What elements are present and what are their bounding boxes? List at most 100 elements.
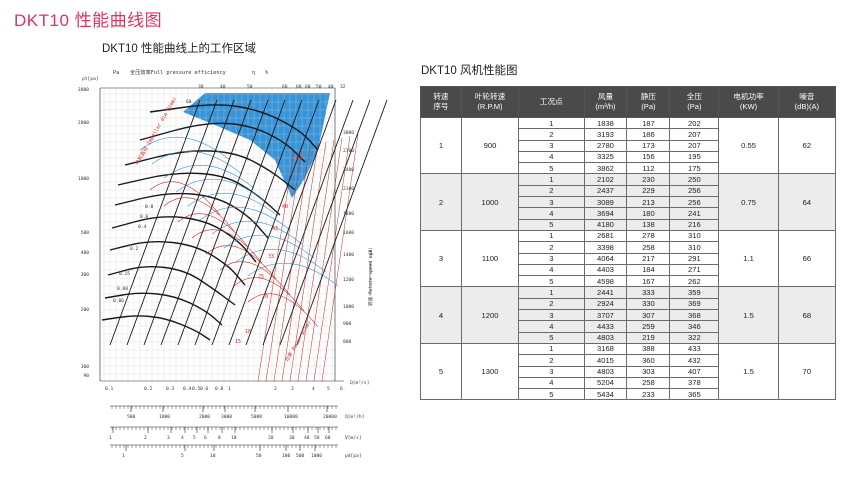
- cell-static-pressure: 217: [626, 252, 671, 265]
- cell-noise: 70: [777, 342, 837, 401]
- fan-pressure-curve: [109, 240, 246, 286]
- power-curve: [247, 293, 319, 328]
- cell-total-pressure: 368: [669, 309, 720, 322]
- table-row: 2 2437 229 256: [421, 184, 836, 198]
- fan-pressure-curve: [124, 150, 296, 191]
- rpm-diagonal-line: [126, 99, 218, 346]
- rpm-diagonal-line: [177, 99, 269, 346]
- curve-left-label: 0.8: [145, 204, 154, 210]
- rpm-tick-label: 2700: [343, 148, 354, 154]
- cell-total-pressure: 216: [669, 218, 720, 231]
- header-noise: 噪音 (dB)(A): [777, 86, 837, 118]
- chart-grid: [99, 87, 371, 451]
- table-row: 2 1000 1 2102 230 250 0.75 64: [420, 173, 837, 231]
- cell-static-pressure: 187: [626, 116, 671, 130]
- power-curve: [177, 213, 249, 248]
- cell-static-pressure: 230: [626, 173, 671, 186]
- cell-static-pressure: 303: [626, 365, 671, 378]
- cell-airflow: 4803: [583, 331, 628, 344]
- red-guide-line: [265, 147, 303, 382]
- rpm-tick-label: 1800: [343, 211, 354, 217]
- v-scale-tick-label: 30: [289, 435, 295, 441]
- cell-point: 4: [518, 320, 585, 333]
- power-curve: [191, 229, 263, 264]
- v-scale-tick-label: 40: [304, 435, 310, 441]
- cell-airflow: 5434: [583, 388, 628, 401]
- table-title: DKT10 风机性能图: [421, 65, 518, 77]
- pd-scale-unit: pd[pa]: [345, 453, 362, 459]
- cell-rpm: 1300: [460, 342, 520, 401]
- cell-noise: 68: [777, 286, 837, 344]
- fan-pressure-curve: [139, 122, 306, 163]
- efficiency-zone: [183, 93, 330, 198]
- cell-total-pressure: 407: [669, 365, 720, 378]
- q-axis-tick-label: 0.8: [215, 386, 224, 392]
- q-axis-tick-label: 0.3: [166, 386, 175, 392]
- curve-left-label: 0.15: [119, 271, 130, 277]
- efficiency-curve: [235, 248, 327, 273]
- cell-seq: 3: [420, 229, 462, 288]
- top-efficiency-label: 60: [305, 84, 311, 90]
- top-efficiency-label: 50: [247, 84, 253, 90]
- y-tick-label: 90: [83, 373, 89, 379]
- rpm-tick-label: 1200: [343, 277, 354, 283]
- v-scale-tick-label: 60: [325, 435, 331, 441]
- curve-red-label: 64: [296, 156, 302, 162]
- cell-static-pressure: 213: [626, 196, 671, 209]
- cell-point: 3: [518, 196, 585, 209]
- rpm-tick-label: 2400: [343, 167, 354, 173]
- q-axis-tick-label: 2: [274, 386, 277, 392]
- cell-total-pressure: 322: [669, 331, 720, 344]
- qh-scale-tick-label: 20000: [323, 414, 337, 420]
- q-axis-tick-label: 1: [228, 386, 231, 392]
- y-tick-label: 100: [81, 364, 90, 370]
- cell-motor-power: 1.5: [718, 342, 779, 401]
- q-axis-tick-label: 0.4: [183, 386, 192, 392]
- eta-symbol: η: [252, 70, 255, 76]
- cell-noise: 66: [777, 229, 837, 288]
- rpm-tick-label: 900: [343, 321, 352, 327]
- cell-noise: 64: [777, 173, 837, 231]
- efficiency-curve: [175, 178, 267, 203]
- cell-point: 5: [518, 388, 585, 401]
- rpm-diagonal-line: [109, 99, 201, 346]
- cell-total-pressure: 207: [669, 139, 720, 152]
- pa-label: Pa: [113, 70, 119, 76]
- curve-red-label: 18: [245, 329, 251, 335]
- rpm-unit-label: rpm: [369, 249, 374, 258]
- cell-total-pressure: 241: [669, 207, 720, 220]
- power-curve: [219, 261, 291, 296]
- cell-static-pressure: 330: [626, 297, 671, 311]
- cell-airflow: 3168: [583, 342, 628, 356]
- curve-left-label: 0.2: [130, 246, 139, 252]
- page-title: DKT10 性能曲线图: [14, 11, 163, 30]
- cell-total-pressure: 310: [669, 241, 720, 254]
- rpm-tick-label: 3000: [343, 130, 354, 136]
- v-scale-tick-label: 2: [144, 435, 147, 441]
- curve-red-label: 25: [258, 274, 264, 280]
- q-axis-tick-label: 0.1: [105, 386, 114, 392]
- cell-motor-power: 0.75: [718, 173, 779, 231]
- cell-total-pressure: 262: [669, 275, 720, 288]
- table-row: 2 3193 186 207: [421, 128, 836, 141]
- table-row: 2 4015 360 432: [421, 354, 836, 367]
- y-tick-label: 1000: [78, 176, 89, 182]
- cell-static-pressure: 388: [626, 342, 671, 356]
- cell-point: 5: [518, 275, 585, 288]
- cell-total-pressure: 250: [669, 173, 720, 186]
- qh-scale-tick-label: 10000: [284, 414, 298, 420]
- top-efficiency-label: 68: [296, 84, 302, 90]
- q-axis-tick-label: 0.2: [144, 386, 153, 392]
- cell-static-pressure: 167: [626, 275, 671, 288]
- fan-pressure-curve: [111, 216, 257, 263]
- q-axis-tick-label: 6: [340, 386, 343, 392]
- pd-scale-tick-label: 50: [256, 453, 262, 459]
- cell-airflow: 3193: [583, 128, 628, 141]
- cell-point: 3: [518, 309, 585, 322]
- cell-total-pressure: 271: [669, 263, 720, 277]
- cell-airflow: 3707: [583, 309, 628, 322]
- chart-curves: [101, 99, 388, 346]
- top-efficiency-label: 40: [220, 84, 226, 90]
- curve-left-label: 0.08: [117, 286, 128, 292]
